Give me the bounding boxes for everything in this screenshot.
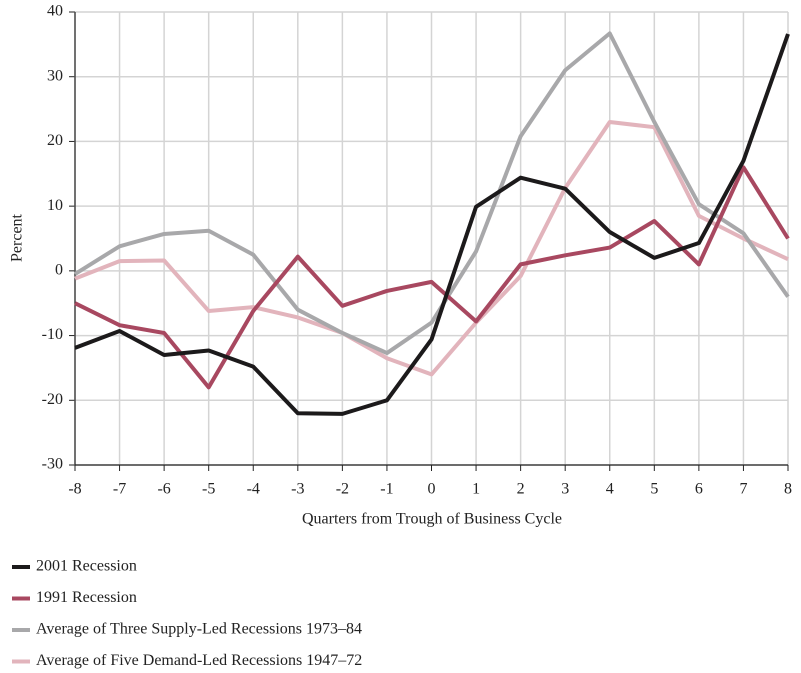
x-tick-label: 8 <box>784 481 792 498</box>
series-line <box>74 120 789 377</box>
x-tick-label: 2 <box>517 481 525 498</box>
x-axis-label: Quarters from Trough of Business Cycle <box>302 511 562 528</box>
x-tick-label: -3 <box>291 481 304 498</box>
series-line <box>74 33 790 416</box>
y-tick-label: -30 <box>42 456 63 473</box>
x-tick-label: -5 <box>202 481 215 498</box>
y-tick-label: -20 <box>42 391 63 408</box>
x-tick-label: -4 <box>247 481 260 498</box>
y-axis-label: Percent <box>9 213 26 262</box>
x-tick-label: -2 <box>336 481 349 498</box>
y-tick-label: 10 <box>47 197 63 214</box>
x-tick-label: 7 <box>739 481 747 498</box>
x-tick-label: 6 <box>695 481 703 498</box>
legend-label: 2001 Recession <box>36 558 137 575</box>
x-tick-label: 4 <box>606 481 614 498</box>
legend-label: Average of Three Supply-Led Recessions 1… <box>36 621 362 638</box>
legend-label: 1991 Recession <box>36 589 137 606</box>
y-tick-label: 20 <box>47 132 63 149</box>
x-tick-label: 0 <box>428 481 436 498</box>
x-tick-label: -8 <box>68 481 81 498</box>
y-tick-label: 30 <box>47 67 63 84</box>
series-line <box>73 31 790 356</box>
y-tick-label: 40 <box>47 3 63 20</box>
x-tick-label: 5 <box>650 481 658 498</box>
y-tick-label: 0 <box>55 262 63 279</box>
y-tick-label: -10 <box>42 326 63 343</box>
x-tick-label: 1 <box>472 481 480 498</box>
x-tick-label: 3 <box>561 481 569 498</box>
series-line <box>74 165 790 390</box>
legend-label: Average of Five Demand-Led Recessions 19… <box>36 652 362 669</box>
x-tick-label: -7 <box>113 481 126 498</box>
x-tick-label: -1 <box>380 481 393 498</box>
x-tick-label: -6 <box>157 481 170 498</box>
